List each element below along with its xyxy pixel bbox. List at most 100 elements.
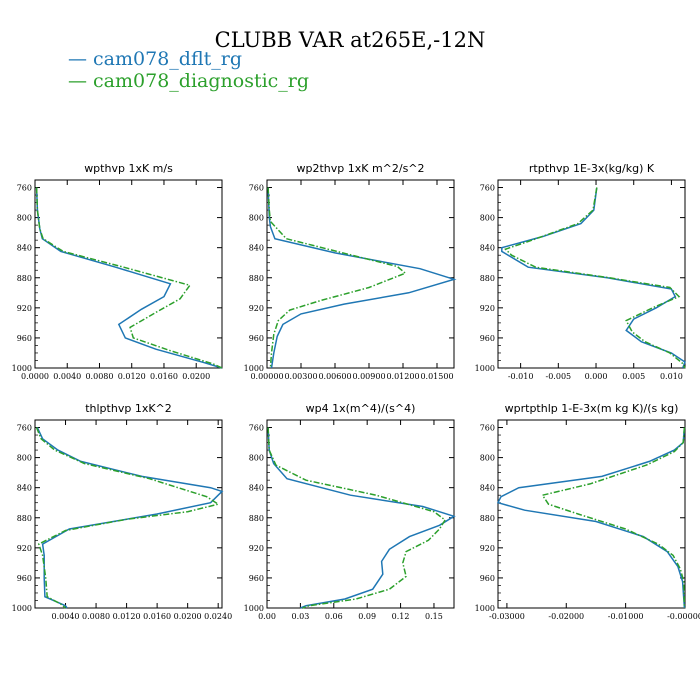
y-tick-label: 840 <box>249 484 264 493</box>
panel-6: wprtpthlp 1-E-3x(m kg K)/(s kg) 760 800 840… <box>475 402 700 621</box>
x-tick-label: 0.00000 <box>250 372 283 381</box>
x-tick-label: 0.0120 <box>118 372 146 381</box>
y-tick-label: 960 <box>17 334 32 343</box>
x-tick-label: 0.00300 <box>284 372 317 381</box>
y-tick-label: 880 <box>249 274 264 283</box>
panel-frame <box>497 419 686 609</box>
x-tick-label: 0.0040 <box>53 372 81 381</box>
y-tick-label: 840 <box>17 484 32 493</box>
y-tick-label: 760 <box>249 184 264 193</box>
panel-1: wpthvp 1xK m/s76080084088092096010000.00… <box>12 162 223 381</box>
x-tick-label: 0.0000 <box>21 372 49 381</box>
x-tick-label: 0.010 <box>660 372 683 381</box>
y-tick-label: 880 <box>480 514 495 523</box>
y-tick-label: 760 <box>480 184 495 193</box>
x-tick-label: 0.0160 <box>143 612 171 621</box>
x-tick-label: 0.01500 <box>420 372 453 381</box>
series-line-diagnostic <box>35 427 221 609</box>
y-tick-label: 840 <box>480 244 495 253</box>
series-line-dflt <box>267 187 457 369</box>
x-tick-label: 0.0040 <box>52 612 80 621</box>
y-tick-label: 760 <box>17 424 32 433</box>
y-tick-label: 1000 <box>475 364 495 373</box>
x-tick-label: -0.00000 <box>667 612 700 621</box>
panel-frame <box>497 179 686 369</box>
y-tick-label: 800 <box>249 454 264 463</box>
series-line-diagnostic <box>541 427 686 609</box>
y-tick-label: 920 <box>480 304 495 313</box>
series-line-diagnostic <box>35 187 223 369</box>
x-tick-label: -0.005 <box>546 372 572 381</box>
y-tick-label: 920 <box>249 304 264 313</box>
y-tick-label: 840 <box>17 244 32 253</box>
y-tick-label: 1000 <box>244 604 264 613</box>
panel-4: thlpthvp 1xK^2 760 800 840 880 920 960 1000 0.00… <box>12 402 233 621</box>
series-line-dflt <box>496 427 686 609</box>
series-line-dflt <box>267 427 456 609</box>
y-tick-label: 920 <box>17 544 32 553</box>
y-tick-label: 880 <box>249 514 264 523</box>
panel-title: rtpthvp 1E-3x(kg/kg) K <box>529 162 655 175</box>
x-tick-label: 0.0200 <box>182 372 210 381</box>
x-tick-label: 0.005 <box>622 372 645 381</box>
x-tick-label: 0.00600 <box>318 372 351 381</box>
y-tick-label: 960 <box>480 334 495 343</box>
x-tick-label: -0.02000 <box>548 612 584 621</box>
y-tick-label: 880 <box>480 274 495 283</box>
x-tick-label: 0.00900 <box>352 372 385 381</box>
y-tick-label: 880 <box>17 274 32 283</box>
y-tick-label: 800 <box>480 454 495 463</box>
panel-3: rtpthvp 1E-3x(kg/kg) K 760 800 840 880 920 960… <box>475 162 686 381</box>
x-tick-label: 0.0120 <box>113 612 141 621</box>
panel-title: wprtpthlp 1-E-3x(m kg K)/(s kg) <box>505 402 679 415</box>
y-tick-label: 880 <box>17 514 32 523</box>
chart-title: CLUBB VAR at265E,-12N <box>214 28 486 52</box>
x-tick-label: 0.15 <box>425 612 443 621</box>
x-tick-label: 0.0200 <box>174 612 202 621</box>
y-tick-label: 760 <box>249 424 264 433</box>
x-tick-label: 0.09 <box>358 612 376 621</box>
y-tick-label: 920 <box>17 304 32 313</box>
y-tick-label: 1000 <box>12 364 32 373</box>
panel-5: wp4 1x(m^4)/(s^4)76080084088092096010000… <box>244 402 456 621</box>
x-tick-label: 0.01200 <box>386 372 419 381</box>
legend-entry-diagnostic: — cam078_diagnostic_rg <box>68 70 310 92</box>
x-tick-label: 0.0160 <box>150 372 178 381</box>
panel-frame <box>34 419 223 609</box>
panel-title: thlpthvp 1xK^2 <box>85 402 172 415</box>
y-tick-label: 960 <box>249 574 264 583</box>
panel-2: wp2thvp 1xK m^2/s^2 760 800 840 880 920 960 100… <box>244 162 457 381</box>
x-tick-label: 0.0240 <box>204 612 232 621</box>
y-tick-label: 920 <box>249 544 264 553</box>
x-tick-label: 0.0080 <box>85 372 113 381</box>
y-tick-label: 760 <box>480 424 495 433</box>
panel-frame <box>266 419 455 609</box>
y-tick-label: 840 <box>480 484 495 493</box>
y-tick-label: 960 <box>480 574 495 583</box>
y-tick-label: 800 <box>17 214 32 223</box>
y-tick-label: 1000 <box>244 364 264 373</box>
x-tick-label: 0.00 <box>258 612 276 621</box>
series-line-dflt <box>35 187 223 369</box>
panel-frame <box>34 179 223 369</box>
y-tick-label: 840 <box>249 244 264 253</box>
panel-title: wp4 1x(m^4)/(s^4) <box>306 402 416 415</box>
y-tick-label: 1000 <box>475 604 495 613</box>
x-tick-label: 0.0080 <box>82 612 110 621</box>
y-tick-label: 920 <box>480 544 495 553</box>
y-tick-label: 960 <box>17 574 32 583</box>
y-tick-label: 760 <box>17 184 32 193</box>
y-tick-label: 960 <box>249 334 264 343</box>
series-line-diagnostic <box>504 187 686 369</box>
legend-entry-dflt: — cam078_dflt_rg <box>68 48 243 70</box>
panel-title: wp2thvp 1xK m^2/s^2 <box>296 162 424 175</box>
y-tick-label: 1000 <box>12 604 32 613</box>
panel-frame <box>266 179 455 369</box>
series-line-diagnostic <box>267 427 447 609</box>
x-tick-label: 0.06 <box>325 612 343 621</box>
series-line-dflt <box>501 187 686 369</box>
y-tick-label: 800 <box>249 214 264 223</box>
x-tick-label: -0.010 <box>508 372 534 381</box>
y-tick-label: 800 <box>480 214 495 223</box>
